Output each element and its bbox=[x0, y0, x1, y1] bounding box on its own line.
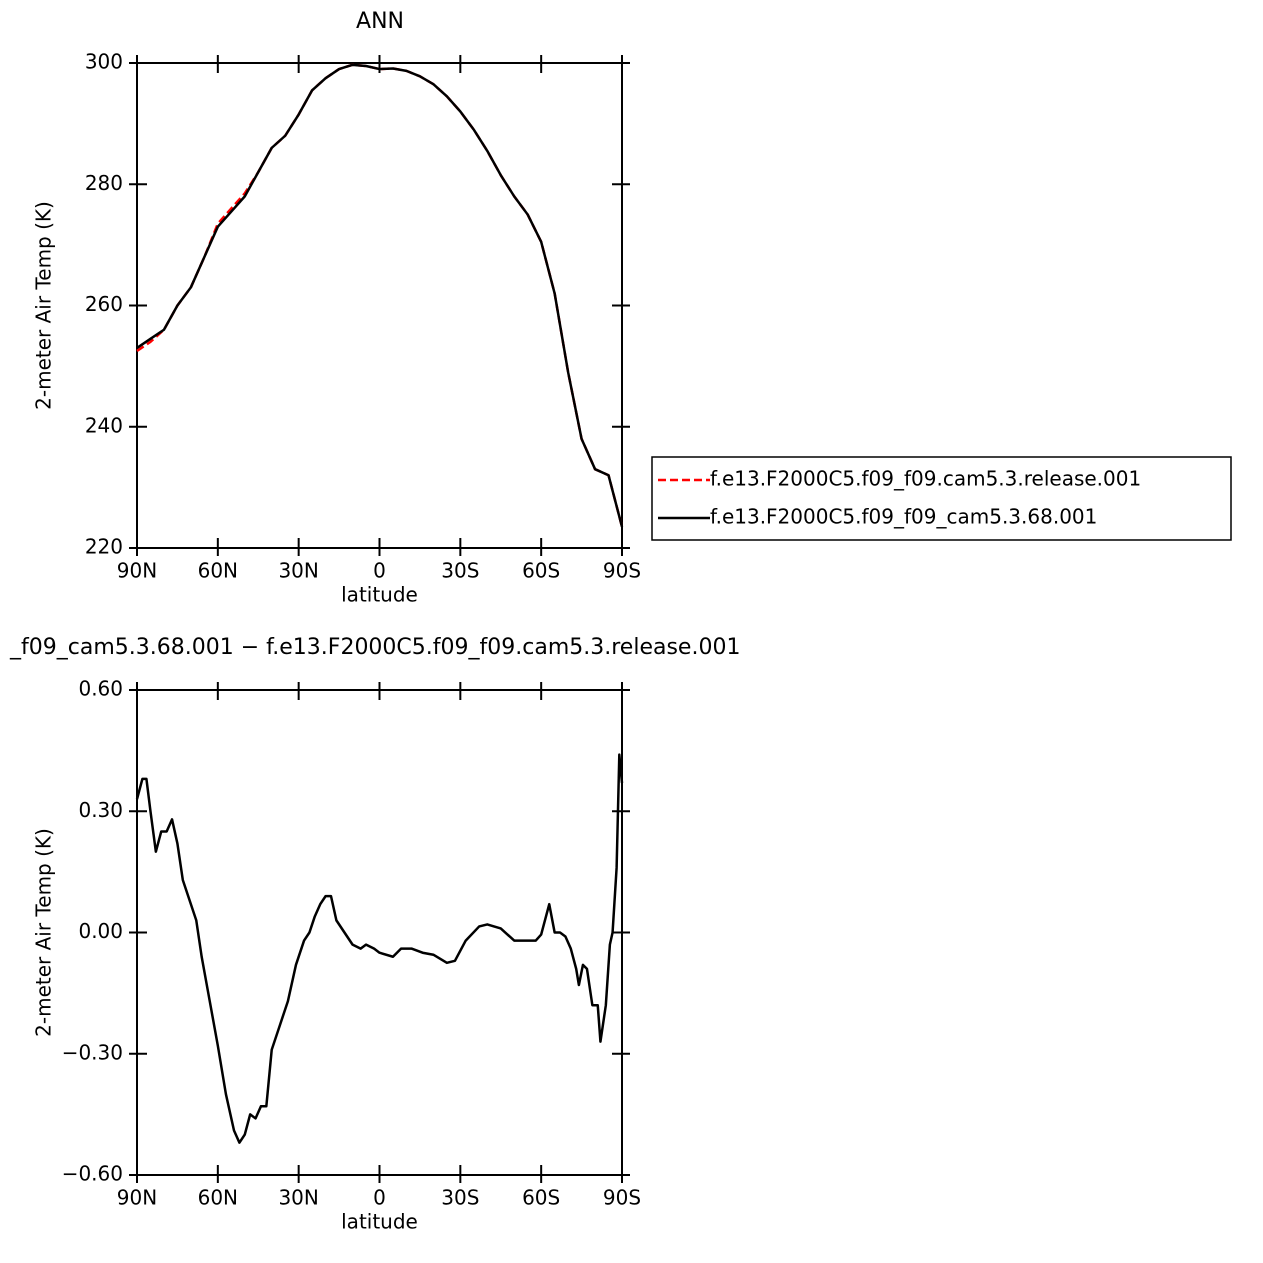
legend-label: f.e13.F2000C5.f09_f09.cam5.3.release.001 bbox=[710, 467, 1141, 491]
y-tick-label: 0.30 bbox=[78, 798, 123, 822]
x-tick-label: 0 bbox=[373, 1186, 386, 1210]
x-axis-label: latitude bbox=[341, 583, 418, 607]
x-tick-label: 30S bbox=[441, 559, 479, 583]
data-line bbox=[136, 63, 624, 528]
x-tick-label: 90N bbox=[117, 1186, 157, 1210]
y-tick-label: 260 bbox=[85, 292, 123, 316]
x-axis-label: latitude bbox=[341, 1210, 418, 1234]
y-tick-label: −0.60 bbox=[62, 1162, 123, 1186]
y-axis-label: 2-meter Air Temp (K) bbox=[32, 201, 56, 410]
x-tick-label: 30S bbox=[441, 1186, 479, 1210]
x-tick-label: 0 bbox=[373, 559, 386, 583]
plot-frame bbox=[136, 62, 623, 549]
y-tick-label: 220 bbox=[85, 535, 123, 559]
y-tick-label: −0.30 bbox=[62, 1040, 123, 1064]
y-tick-label: 240 bbox=[85, 413, 123, 437]
x-tick-label: 30N bbox=[278, 559, 318, 583]
chart-title: _f09_cam5.3.68.001 − f.e13.F2000C5.f09_f… bbox=[9, 635, 740, 660]
plot-frame bbox=[136, 689, 623, 1176]
y-tick-label: 0.00 bbox=[78, 919, 123, 943]
data-line bbox=[136, 63, 624, 528]
y-tick-label: 280 bbox=[85, 171, 123, 195]
x-tick-label: 60S bbox=[522, 559, 560, 583]
y-axis-label: 2-meter Air Temp (K) bbox=[32, 828, 56, 1037]
data-line bbox=[135, 753, 624, 1144]
y-tick-label: 300 bbox=[85, 50, 123, 74]
legend-box bbox=[651, 456, 1232, 541]
x-tick-label: 90N bbox=[117, 559, 157, 583]
x-tick-label: 90S bbox=[603, 1186, 641, 1210]
x-tick-label: 60N bbox=[198, 1186, 238, 1210]
x-tick-label: 60S bbox=[522, 1186, 560, 1210]
x-tick-label: 30N bbox=[278, 1186, 318, 1210]
x-tick-label: 90S bbox=[603, 559, 641, 583]
y-tick-label: 0.60 bbox=[78, 677, 123, 701]
chart-title: ANN bbox=[356, 9, 404, 34]
legend-label: f.e13.F2000C5.f09_f09_cam5.3.68.001 bbox=[710, 505, 1097, 529]
x-tick-label: 60N bbox=[198, 559, 238, 583]
